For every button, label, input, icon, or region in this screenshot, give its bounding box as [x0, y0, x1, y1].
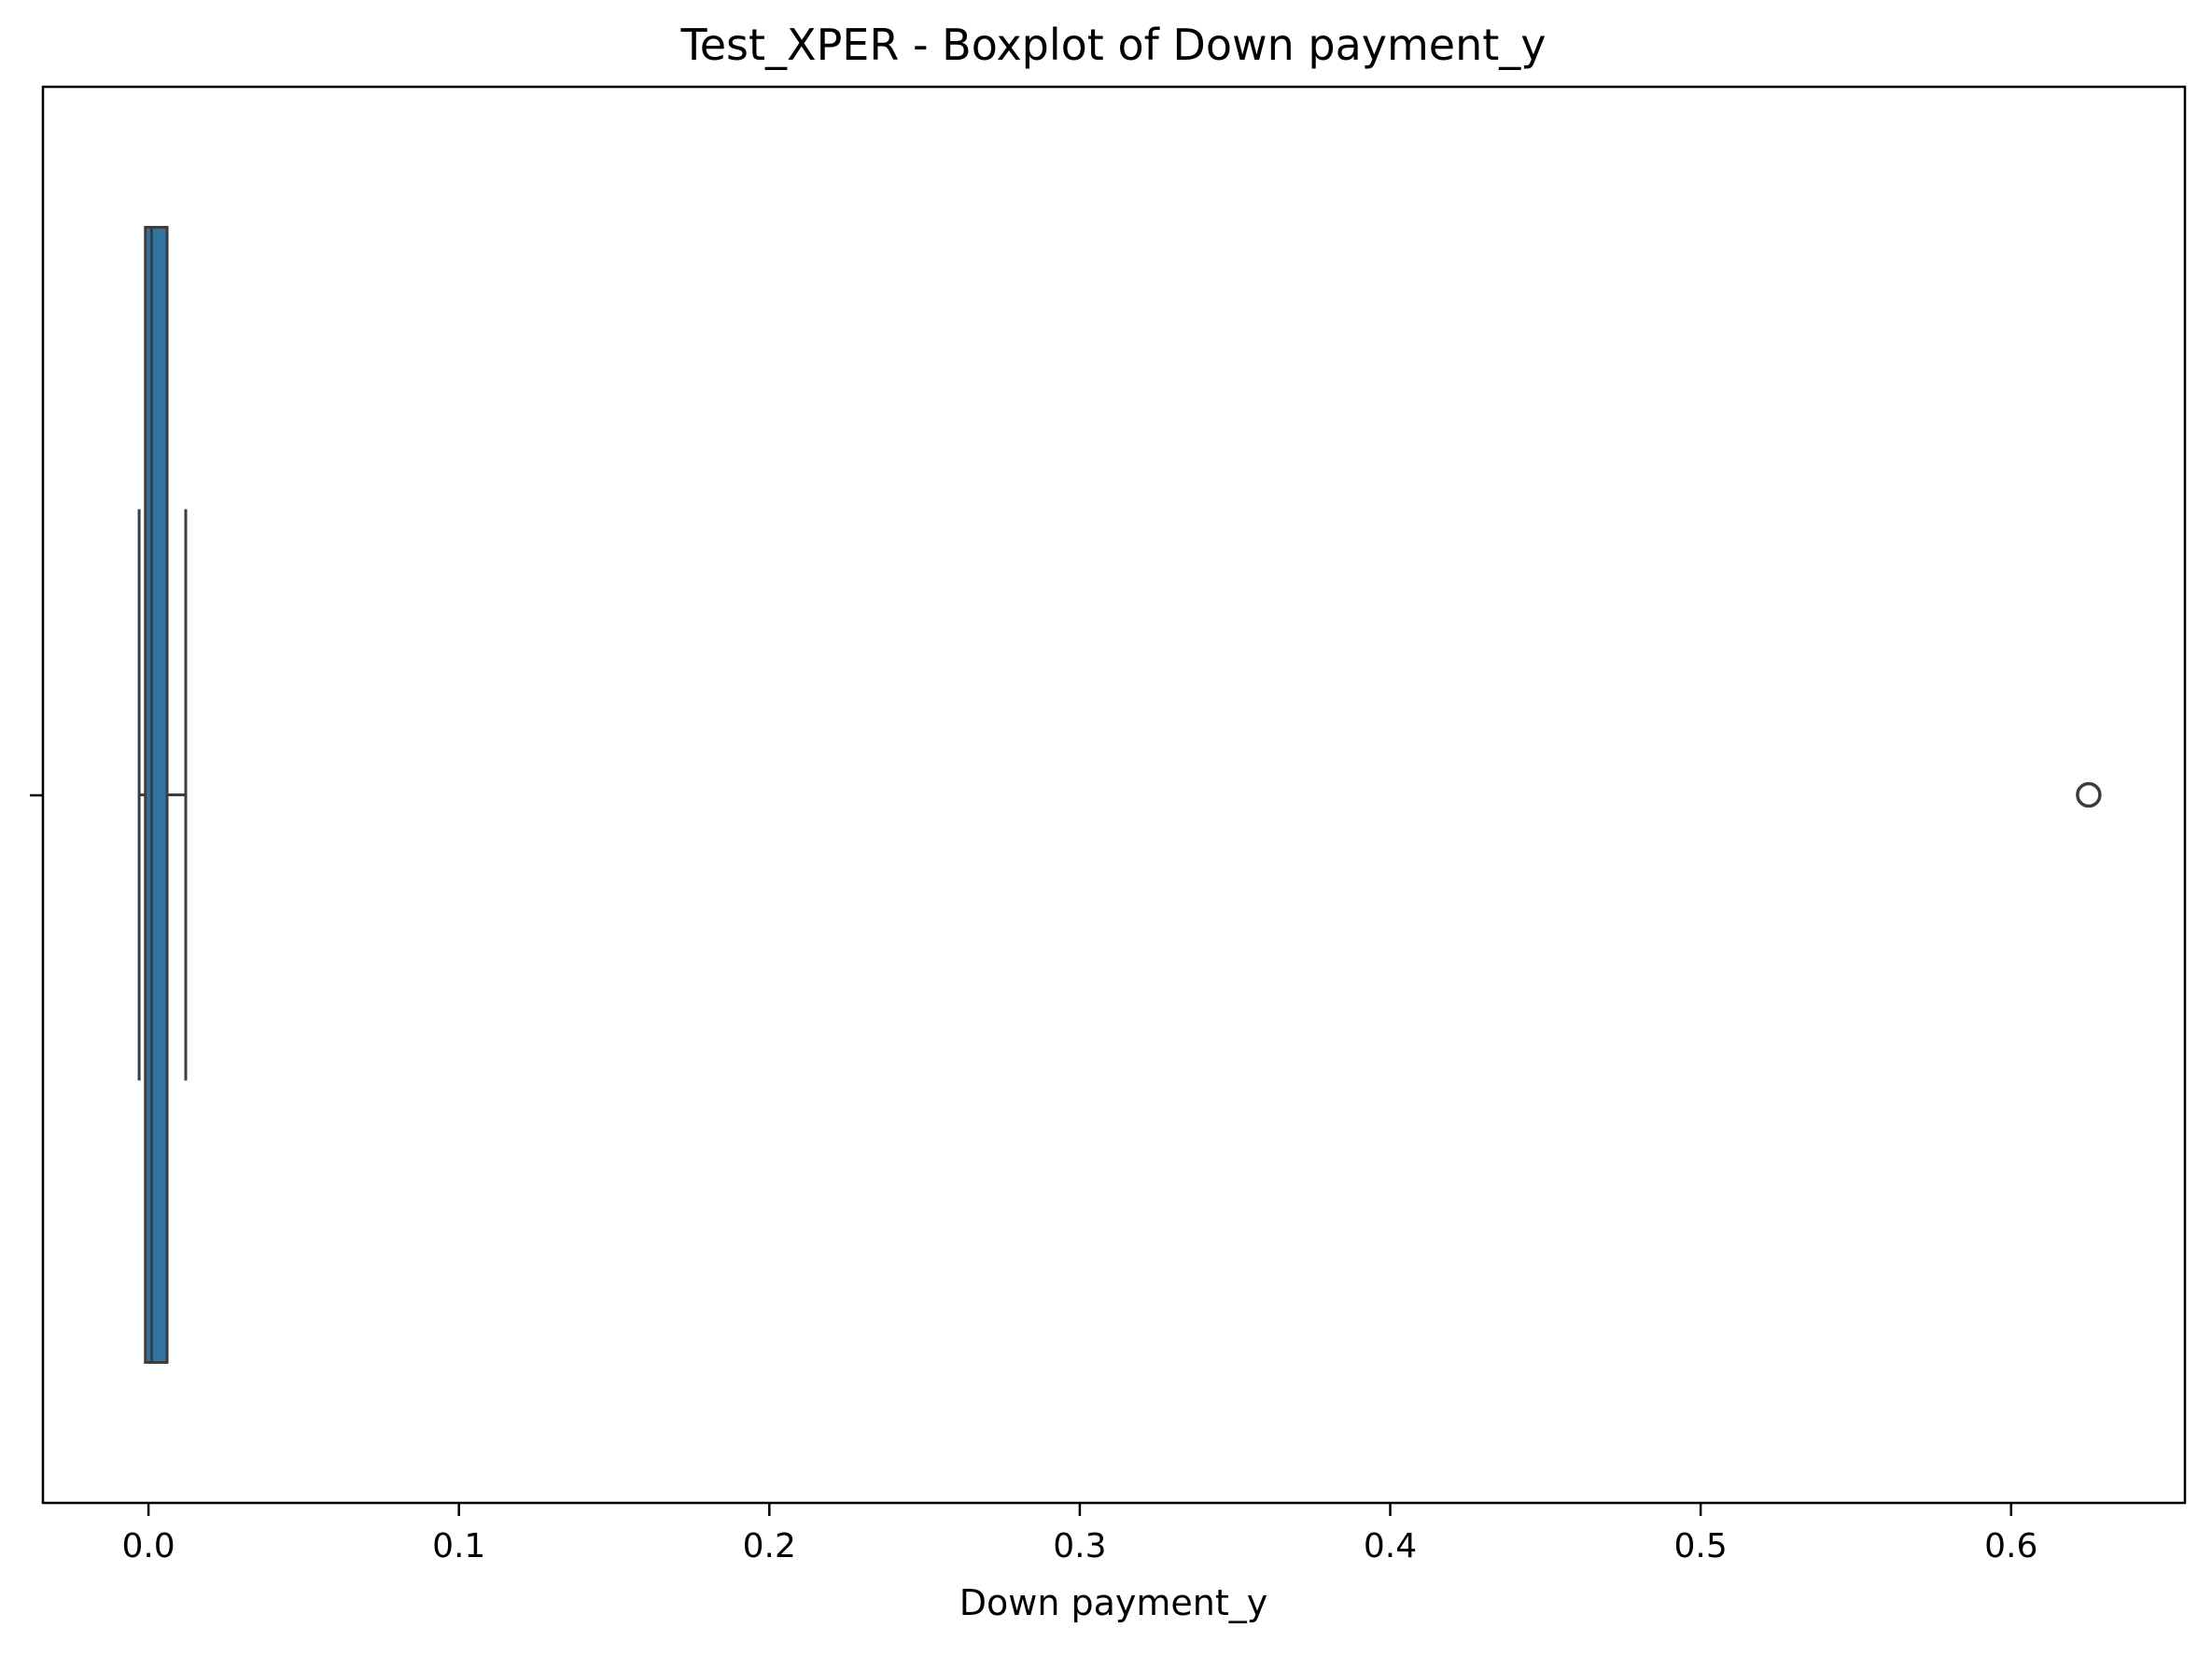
x-tick-label: 0.2: [743, 1527, 796, 1565]
x-tick-label: 0.4: [1364, 1527, 1417, 1565]
plot-area: [137, 226, 2102, 1364]
x-axis-label: Down payment_y: [959, 1582, 1268, 1623]
chart-title: Test_XPER - Boxplot of Down payment_y: [679, 20, 1546, 70]
x-tick-label: 0.1: [432, 1527, 485, 1565]
x-tick-label: 0.3: [1053, 1527, 1106, 1565]
x-tick-label: 0.5: [1673, 1527, 1727, 1565]
x-tick-label: 0.6: [1984, 1527, 2037, 1565]
box-iqr: [144, 226, 169, 1364]
x-axis: 0.0 0.1 0.2 0.3 0.4 0.5 0.6: [121, 1503, 2037, 1565]
outlier-point: [2076, 781, 2102, 808]
x-tick-label: 0.0: [121, 1527, 175, 1565]
